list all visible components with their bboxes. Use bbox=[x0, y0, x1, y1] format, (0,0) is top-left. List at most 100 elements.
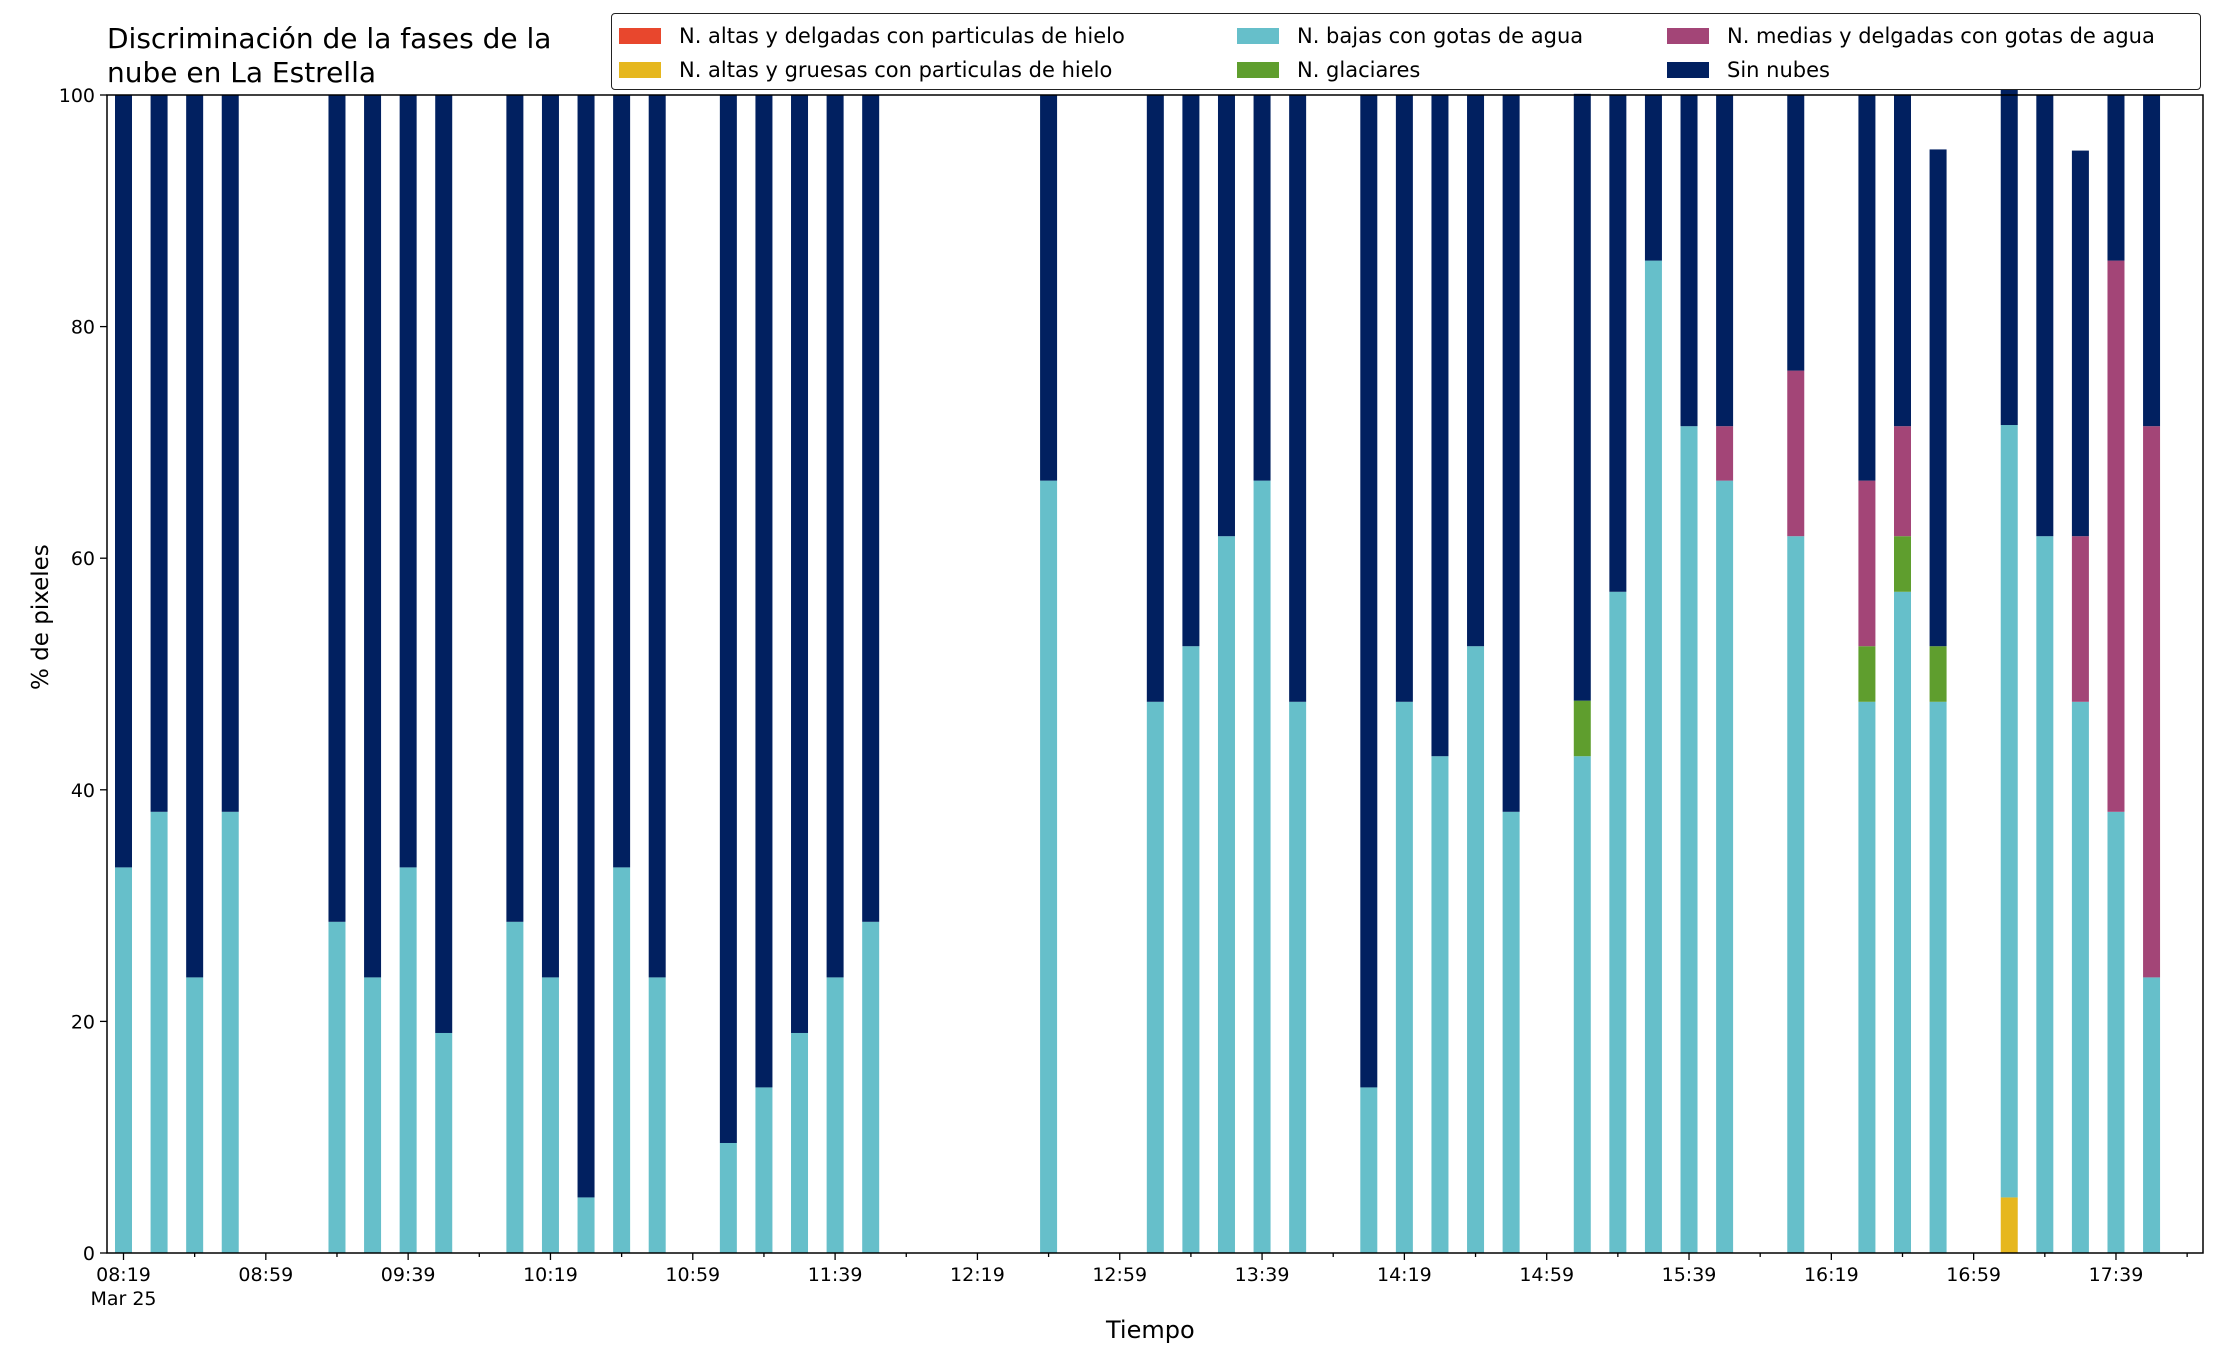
bar-segment bbox=[1644, 260, 1662, 1253]
bar-segment bbox=[115, 95, 132, 868]
bar-segment bbox=[719, 95, 737, 1143]
bar-segment bbox=[1680, 426, 1698, 1253]
bar-segment bbox=[1360, 95, 1378, 1088]
bar-segment bbox=[1182, 646, 1200, 1253]
bar-segment bbox=[328, 95, 346, 922]
bar-segment bbox=[2036, 95, 2054, 537]
bar-segment bbox=[364, 977, 382, 1253]
bar-segment bbox=[1395, 95, 1413, 702]
bar-segment bbox=[1431, 756, 1449, 1253]
bar-segment bbox=[648, 95, 666, 978]
bar-segment bbox=[1040, 480, 1058, 1253]
legend-label: N. altas y delgadas con particulas de hi… bbox=[679, 24, 1125, 48]
legend: N. altas y delgadas con particulas de hi… bbox=[611, 13, 2201, 90]
bar-segment bbox=[1894, 426, 1911, 537]
bar-segment bbox=[186, 95, 204, 978]
bar-segment bbox=[1716, 480, 1734, 1253]
bar-segment bbox=[399, 95, 417, 868]
bar-segment bbox=[1929, 646, 1947, 702]
bar-segment bbox=[435, 95, 453, 1033]
bar-segment bbox=[1787, 95, 1805, 371]
bar-segment bbox=[2107, 260, 2125, 812]
bar-segment bbox=[1431, 95, 1449, 757]
x-axis-label: Tiempo bbox=[1106, 1316, 1195, 1344]
legend-swatch bbox=[1237, 28, 1279, 44]
legend-swatch bbox=[1667, 28, 1709, 44]
bar-segment bbox=[1467, 646, 1485, 1253]
bar-segment bbox=[1858, 480, 1876, 647]
bar-segment bbox=[1040, 95, 1058, 481]
y-tick-label: 0 bbox=[83, 1243, 95, 1265]
bar-segment bbox=[1680, 95, 1698, 427]
y-tick-label: 40 bbox=[71, 780, 95, 802]
y-tick-label: 80 bbox=[71, 317, 95, 339]
legend-item: N. medias y delgadas con gotas de agua bbox=[1667, 19, 2187, 53]
bar-segment bbox=[1146, 701, 1164, 1253]
x-tick-label: 13:39 bbox=[1235, 1264, 1290, 1286]
legend-item: Sin nubes bbox=[1667, 53, 2187, 87]
bar-segment bbox=[1894, 95, 1911, 427]
bar-segment bbox=[577, 1197, 595, 1253]
bar-segment bbox=[1858, 95, 1876, 481]
bar-segment bbox=[1573, 700, 1591, 757]
bar-segment bbox=[2143, 426, 2161, 978]
y-tick-label: 100 bbox=[59, 85, 95, 107]
bar-segment bbox=[2071, 701, 2089, 1253]
x-tick-label: 14:59 bbox=[1519, 1264, 1574, 1286]
bar-segment bbox=[221, 811, 239, 1253]
bar-segment bbox=[613, 95, 631, 868]
legend-swatch bbox=[619, 28, 661, 44]
x-tick-label: 08:59 bbox=[238, 1264, 293, 1286]
bar-segment bbox=[506, 95, 524, 922]
bar-segment bbox=[1253, 480, 1271, 1253]
bar-segment bbox=[826, 95, 844, 978]
x-tick-label: 09:39 bbox=[381, 1264, 436, 1286]
legend-label: N. bajas con gotas de agua bbox=[1297, 24, 1584, 48]
bar-segment bbox=[221, 95, 239, 812]
bar-segment bbox=[364, 95, 382, 978]
bar-segment bbox=[1609, 591, 1627, 1253]
bar-segment bbox=[328, 921, 346, 1253]
x-tick-label: 12:19 bbox=[950, 1264, 1005, 1286]
bar-segment bbox=[791, 95, 809, 1033]
bar-segment bbox=[577, 95, 595, 1198]
bar-segment bbox=[1858, 646, 1876, 702]
bar-segment bbox=[1573, 93, 1591, 701]
bar-segment bbox=[150, 811, 168, 1253]
legend-item: N. altas y delgadas con particulas de hi… bbox=[619, 19, 1237, 53]
plot-frame bbox=[106, 94, 2204, 1254]
bar-segment bbox=[1289, 701, 1307, 1253]
bar-segment bbox=[791, 1032, 809, 1253]
bar-segment bbox=[1858, 701, 1876, 1253]
y-tick-label: 20 bbox=[71, 1011, 95, 1033]
bar-segment bbox=[2143, 977, 2161, 1253]
y-tick-label: 60 bbox=[71, 548, 95, 570]
legend-swatch bbox=[1237, 62, 1279, 78]
bar-segment bbox=[755, 1087, 773, 1253]
x-tick-label: 10:19 bbox=[523, 1264, 578, 1286]
bar-segment bbox=[1609, 95, 1627, 592]
x-tick-label: 14:19 bbox=[1377, 1264, 1432, 1286]
bar-segment bbox=[150, 95, 168, 812]
bar-segment bbox=[648, 977, 666, 1253]
x-tick-label: 17:39 bbox=[2089, 1264, 2144, 1286]
x-tick-label: 11:39 bbox=[808, 1264, 863, 1286]
bar-segment bbox=[2107, 811, 2125, 1253]
bar-segment bbox=[755, 95, 773, 1088]
x-date-label: Mar 25 bbox=[90, 1288, 156, 1310]
bar-segment bbox=[2071, 536, 2089, 702]
bar-segment bbox=[1360, 1087, 1378, 1253]
bar-segment bbox=[1146, 95, 1164, 702]
bar-segment bbox=[613, 867, 631, 1253]
bar-segment bbox=[826, 977, 844, 1253]
bar-segment bbox=[1573, 756, 1591, 1253]
y-axis-label: % de pixeles bbox=[28, 544, 54, 690]
bar-segment bbox=[1716, 95, 1734, 427]
bar-segment bbox=[1253, 95, 1271, 481]
bar-segment bbox=[1182, 95, 1200, 647]
bar-segment bbox=[186, 977, 204, 1253]
legend-item: N. glaciares bbox=[1237, 53, 1667, 87]
bar-segment bbox=[541, 95, 559, 978]
chart-title: Discriminación de la fases de la nube en… bbox=[107, 22, 552, 89]
bar-segment bbox=[2107, 95, 2125, 261]
